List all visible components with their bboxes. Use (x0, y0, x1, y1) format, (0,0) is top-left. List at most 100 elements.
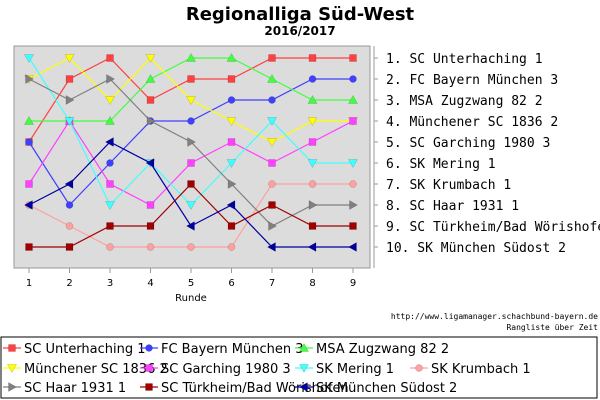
data-point (268, 96, 276, 104)
legend-marker (299, 364, 309, 374)
data-point (146, 201, 155, 209)
data-point (226, 159, 237, 169)
series-8 (25, 74, 359, 231)
data-point (227, 138, 236, 146)
legend-label: SK Mering 1 (316, 362, 394, 377)
data-point (25, 180, 33, 188)
legend-label: FC Bayern München 3 (161, 342, 303, 357)
data-point (145, 54, 156, 64)
rank-label: 6. SK Mering 1 (386, 157, 496, 172)
legend-marker (8, 382, 18, 392)
legend-item: SK Mering 1 (295, 362, 394, 377)
data-point (186, 52, 196, 62)
legend-label: Münchener SC 1836 2 (24, 362, 168, 377)
data-point (307, 117, 318, 127)
rank-label: 3. MSA Zugzwang 82 2 (386, 94, 543, 109)
legend-label: SK München Südost 2 (316, 381, 457, 396)
legend-label: SC Haar 1931 1 (24, 381, 126, 396)
x-axis-label: Runde (175, 293, 207, 304)
data-point (348, 94, 358, 104)
data-point (349, 180, 357, 188)
legend-label: SC Garching 1980 3 (161, 362, 291, 377)
data-point (187, 117, 195, 125)
x-tick-label: 1 (26, 278, 32, 289)
data-point (104, 137, 114, 147)
x-tick-label: 6 (228, 278, 234, 289)
data-point (146, 243, 155, 251)
x-tick-label: 5 (188, 278, 194, 289)
legend-marker (145, 364, 153, 372)
data-point (187, 137, 197, 147)
data-point (267, 117, 277, 127)
chart-subtitle: 2016/2017 (264, 24, 335, 38)
data-point (106, 243, 114, 251)
data-point (227, 222, 236, 230)
data-point (307, 159, 318, 169)
data-point (186, 201, 196, 211)
data-point (25, 138, 33, 146)
data-point (187, 180, 195, 188)
legend-marker (415, 364, 423, 372)
data-point (24, 54, 34, 64)
data-point (348, 159, 358, 169)
rank-label: 5. SC Garching 1980 3 (386, 136, 550, 151)
legend-item: SK München Südost 2 (295, 381, 457, 396)
data-point (106, 159, 114, 167)
data-point (146, 222, 155, 230)
data-point (25, 243, 33, 251)
data-point (308, 180, 317, 188)
plot-area (13, 45, 371, 269)
x-axis: 1 2 3 4 5 6 7 8 9 (26, 268, 356, 289)
data-point (146, 96, 155, 104)
data-point (268, 201, 276, 209)
rank-label: 9. SC Türkheim/Bad Wörishofen (386, 220, 600, 235)
source-url: http://www.ligamanager.schachbund-bayern… (391, 312, 598, 321)
data-point (145, 158, 155, 168)
data-point (65, 222, 74, 230)
series-10 (23, 137, 357, 252)
legend-label: SC Unterhaching 1 (24, 342, 146, 357)
data-point (187, 159, 195, 167)
data-point (105, 96, 115, 106)
data-point (106, 180, 114, 188)
data-point (65, 201, 74, 209)
series-2 (25, 75, 357, 209)
data-point (146, 116, 156, 126)
data-point (267, 138, 277, 148)
data-point (145, 73, 156, 83)
x-tick-label: 7 (269, 278, 275, 289)
rank-labels: 1. SC Unterhaching 1 2. FC Bayern München… (374, 52, 600, 256)
data-point (105, 201, 115, 211)
rank-label: 4. Münchener SC 1836 2 (386, 115, 558, 130)
data-point (105, 115, 115, 125)
x-tick-label: 3 (107, 278, 113, 289)
legend-item: SC Garching 1980 3 (140, 362, 291, 377)
data-point (187, 75, 195, 83)
legend-item: Münchener SC 1836 2 (3, 362, 168, 377)
data-point (308, 200, 318, 210)
data-point (349, 75, 357, 83)
data-point (267, 73, 277, 83)
data-point (185, 221, 195, 231)
series-3 (24, 52, 358, 125)
data-point (308, 138, 317, 146)
legend-marker (8, 344, 16, 352)
data-point (226, 52, 237, 62)
rank-label: 1. SC Unterhaching 1 (386, 52, 543, 67)
x-tick-label: 2 (66, 278, 72, 289)
legend-label: SK Krumbach 1 (431, 362, 531, 377)
rank-label: 7. SK Krumbach 1 (386, 178, 511, 193)
legend-marker (7, 364, 17, 374)
data-point (266, 242, 276, 252)
chart-title: Regionalliga Süd-West (186, 4, 415, 25)
data-point (347, 242, 357, 252)
data-point (268, 54, 276, 62)
legend-item: MSA Zugzwang 82 2 (295, 342, 449, 357)
legend-item: SC Haar 1931 1 (3, 381, 126, 396)
chart-caption: Rangliste über Zeit (506, 323, 598, 332)
legend: SC Unterhaching 1 FC Bayern München 3 MSA … (3, 342, 531, 396)
data-point (64, 179, 74, 189)
data-point (25, 74, 35, 84)
legend-marker (145, 383, 153, 391)
